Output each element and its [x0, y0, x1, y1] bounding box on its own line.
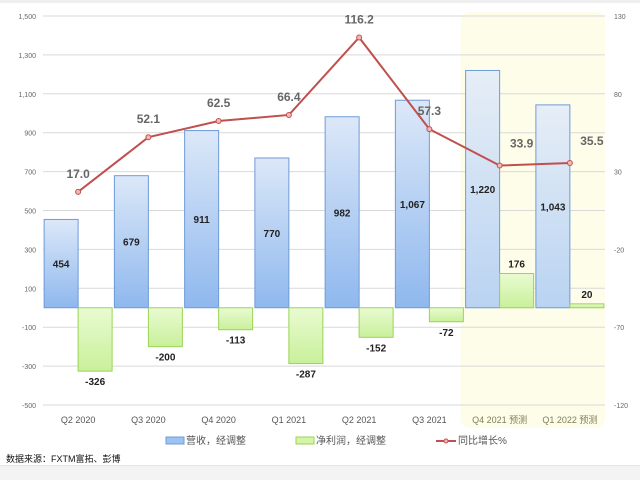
- net-profit-label: -326: [85, 377, 105, 388]
- revenue-bar: [324, 116, 360, 309]
- net-profit-bar: [428, 307, 464, 323]
- growth-label: 52.1: [137, 112, 161, 126]
- growth-point: [145, 134, 152, 141]
- net-profit-label: 176: [508, 260, 525, 271]
- source-note: 数据来源：FXTM富拓、彭博: [6, 453, 121, 464]
- net-profit-label: -113: [226, 336, 246, 347]
- revenue-bar: [465, 69, 501, 309]
- right-tick-label: -70: [614, 325, 624, 332]
- revenue-bar: [184, 130, 220, 309]
- net-profit-bar: [147, 307, 183, 348]
- left-tick-label: -500: [22, 403, 36, 410]
- growth-label: 116.2: [344, 12, 374, 26]
- left-tick-label: 900: [24, 131, 36, 138]
- left-tick-label: -300: [22, 364, 36, 371]
- revenue-label: 1,043: [540, 202, 565, 213]
- left-tick-label: 100: [24, 286, 36, 293]
- growth-label: 17.0: [66, 167, 90, 181]
- left-tick-label: -100: [22, 325, 36, 332]
- net-profit-bar: [288, 307, 324, 365]
- revenue-label: 454: [53, 260, 70, 271]
- left-tick-label: 1,300: [18, 53, 36, 60]
- growth-point: [496, 162, 503, 169]
- growth-label: 62.5: [207, 96, 231, 110]
- revenue-label: 982: [334, 208, 351, 219]
- growth-point: [215, 118, 222, 125]
- net-profit-label: 20: [581, 290, 593, 301]
- net-profit-label: -287: [296, 370, 316, 381]
- revenue-label: 679: [123, 238, 140, 249]
- legend-label: 净利润，经调整: [316, 434, 386, 447]
- growth-point: [426, 126, 433, 133]
- legend-swatch: [295, 436, 315, 445]
- revenue-bar: [113, 175, 149, 309]
- growth-point: [566, 160, 573, 167]
- top-border: [0, 0, 640, 3]
- net-profit-bar: [358, 307, 394, 338]
- legend-line-marker: [443, 438, 449, 444]
- right-tick-label: 80: [614, 92, 622, 99]
- net-profit-bar: [499, 273, 535, 309]
- x-tick-label: Q1 2021: [272, 415, 307, 425]
- x-tick-label: Q3 2020: [131, 415, 166, 425]
- x-tick-label: Q1 2022 预测: [542, 415, 597, 425]
- left-tick-label: 1,100: [18, 92, 36, 99]
- revenue-bar: [43, 218, 79, 309]
- right-tick-label: -120: [614, 403, 628, 410]
- revenue-bar: [394, 99, 430, 309]
- revenue-bar: [254, 157, 290, 309]
- growth-point: [75, 188, 82, 195]
- revenue-label: 1,067: [400, 200, 425, 211]
- right-tick-label: 30: [614, 170, 622, 177]
- growth-label: 33.9: [510, 137, 534, 151]
- legend-label: 同比增长%: [458, 434, 507, 447]
- x-tick-label: Q3 2021: [412, 415, 447, 425]
- right-tick-label: -20: [614, 247, 624, 254]
- left-tick-label: 1,500: [18, 14, 36, 21]
- revenue-label: 770: [264, 229, 281, 240]
- x-tick-label: Q2 2021: [342, 415, 377, 425]
- bottom-bar: [0, 465, 640, 480]
- x-tick-label: Q4 2021 预测: [472, 415, 527, 425]
- growth-label: 57.3: [418, 104, 442, 118]
- x-tick-label: Q2 2020: [61, 415, 96, 425]
- legend-swatch: [165, 436, 185, 445]
- growth-label: 35.5: [580, 134, 604, 148]
- growth-line: [77, 35, 570, 193]
- left-tick-label: 500: [24, 209, 36, 216]
- revenue-label: 911: [194, 215, 211, 226]
- growth-point: [285, 111, 292, 118]
- net-profit-label: -200: [155, 353, 175, 364]
- revenue-bar: [535, 104, 571, 309]
- left-tick-label: 700: [24, 170, 36, 177]
- net-profit-bar: [218, 307, 254, 331]
- net-profit-bar: [77, 307, 113, 372]
- net-profit-label: -152: [366, 343, 386, 354]
- growth-label: 66.4: [277, 90, 301, 104]
- net-profit-bar: [569, 303, 605, 309]
- left-tick-label: 300: [24, 247, 36, 254]
- growth-point: [356, 34, 363, 41]
- right-tick-label: 130: [614, 14, 626, 21]
- legend-label: 营收，经调整: [186, 434, 246, 447]
- net-profit-label: -72: [439, 328, 454, 339]
- x-tick-label: Q4 2020: [201, 415, 236, 425]
- revenue-label: 1,220: [470, 185, 495, 196]
